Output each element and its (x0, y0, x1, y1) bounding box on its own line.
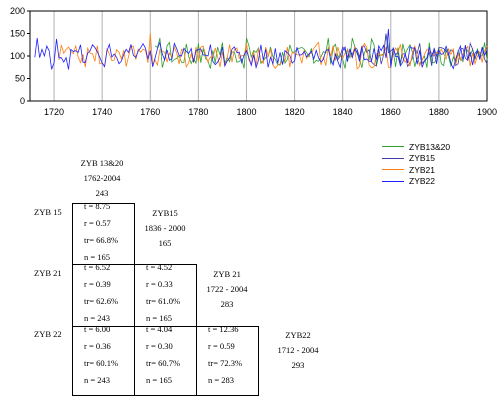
y-tick-label: 150 (10, 29, 25, 39)
series-name: ZYB15 (152, 208, 178, 218)
matrix-cell: t = 4.04 r = 0.30 tr= 60.7% n = 165 (134, 321, 197, 389)
x-tick-label: 1860 (381, 107, 401, 117)
time-series-chart: 0 50 100 150 200 1720 1740 1760 1780 1800 1820 1840… (10, 6, 497, 117)
row-label: ZYB 22 (34, 329, 62, 339)
series-range: 1836 - 2000 (144, 223, 186, 233)
t-value: t = 4.52 (146, 262, 173, 272)
row-label: ZYB 21 (34, 268, 62, 278)
legend-label: ZYB22 (409, 176, 435, 187)
x-tick-label: 1780 (188, 107, 208, 117)
y-tick-label: 100 (10, 51, 25, 61)
series-name: ZYB 13&20 (80, 158, 124, 168)
y-tick-label: 50 (15, 74, 25, 84)
tr-value: tr= 61.0% (146, 296, 181, 306)
tr-value: tr= 60.7% (146, 358, 181, 368)
series-count: 293 (291, 360, 305, 370)
n-value: n = 165 (146, 313, 173, 323)
r-value: r = 0.39 (84, 279, 111, 289)
series-header: ZYB 13&20 1762-2004 243 (70, 156, 134, 201)
r-value: r = 0.59 (208, 341, 235, 351)
x-tick-label: 1820 (285, 107, 305, 117)
legend-item: ZYB22 (382, 176, 450, 188)
r-value: r = 0.57 (84, 218, 111, 228)
y-tick-label: 0 (20, 96, 25, 106)
matrix-cell: t = 6.00 r = 0.36 tr= 60.1% n = 243 (72, 321, 135, 389)
legend-item: ZYB13&20 (382, 141, 450, 153)
series-range: 1712 - 2004 (277, 345, 319, 355)
series-line (34, 28, 488, 70)
series-count: 283 (220, 299, 234, 309)
legend-label: ZYB13&20 (409, 141, 451, 152)
matrix-cell: t = 8.75 r = 0.57 tr= 66.8% n = 165 (72, 198, 135, 266)
row-label: ZYB 15 (34, 207, 62, 217)
r-value: r = 0.36 (84, 341, 111, 351)
matrix-border-row3 (72, 326, 259, 396)
tr-value: tr= 62.6% (84, 296, 119, 306)
tr-value: tr= 60.1% (84, 358, 119, 368)
series-header: ZYB 21 1722 - 2004 283 (196, 267, 258, 312)
series-header: ZYB15 1836 - 2000 165 (134, 206, 196, 251)
x-tick-label: 1760 (140, 107, 160, 117)
series-line (58, 33, 488, 70)
t-value: t = 12.36 (208, 324, 239, 334)
series-header: ZYB22 1712 - 2004 293 (258, 328, 338, 373)
tr-value: tr= 72.3% (208, 358, 243, 368)
n-value: n = 165 (84, 252, 111, 262)
legend-item: ZYB21 (382, 164, 450, 176)
legend-item: ZYB15 (382, 153, 450, 165)
series-name: ZYB22 (285, 330, 311, 340)
series-line (154, 34, 488, 69)
tr-value: tr= 66.8% (84, 235, 119, 245)
legend-swatch (382, 157, 404, 159)
legend-swatch (382, 146, 404, 148)
x-tick-label: 1900 (477, 107, 497, 117)
legend-swatch (382, 169, 404, 171)
n-value: n = 243 (84, 375, 111, 385)
r-value: r = 0.33 (146, 279, 173, 289)
t-value: t = 6.52 (84, 262, 111, 272)
y-tick-label: 200 (10, 6, 25, 16)
x-tick-label: 1740 (92, 107, 112, 117)
matrix-cell: t = 6.52 r = 0.39 tr= 62.6% n = 243 (72, 259, 135, 327)
x-tick-label: 1840 (333, 107, 353, 117)
chart-legend: ZYB13&20 ZYB15 ZYB21 ZYB22 (382, 141, 450, 187)
n-value: n = 165 (146, 375, 173, 385)
legend-swatch (382, 180, 404, 182)
series-name: ZYB 21 (213, 269, 241, 279)
t-value: t = 4.04 (146, 324, 173, 334)
series-range: 1722 - 2004 (206, 284, 248, 294)
matrix-cell: t = 4.52 r = 0.33 tr= 61.0% n = 165 (134, 259, 197, 327)
series-range: 1762-2004 (83, 173, 121, 183)
n-value: n = 283 (208, 375, 235, 385)
matrix-cell: t = 12.36 r = 0.59 tr= 72.3% n = 283 (196, 321, 259, 389)
x-tick-label: 1880 (429, 107, 449, 117)
t-value: t = 8.75 (84, 201, 111, 211)
x-tick-label: 1800 (236, 107, 256, 117)
n-value: n = 243 (84, 313, 111, 323)
series-count: 165 (158, 238, 172, 248)
r-value: r = 0.30 (146, 341, 173, 351)
legend-label: ZYB21 (409, 164, 435, 175)
t-value: t = 6.00 (84, 324, 111, 334)
x-tick-label: 1720 (44, 107, 64, 117)
legend-label: ZYB15 (409, 153, 435, 164)
series-count: 243 (95, 188, 109, 198)
